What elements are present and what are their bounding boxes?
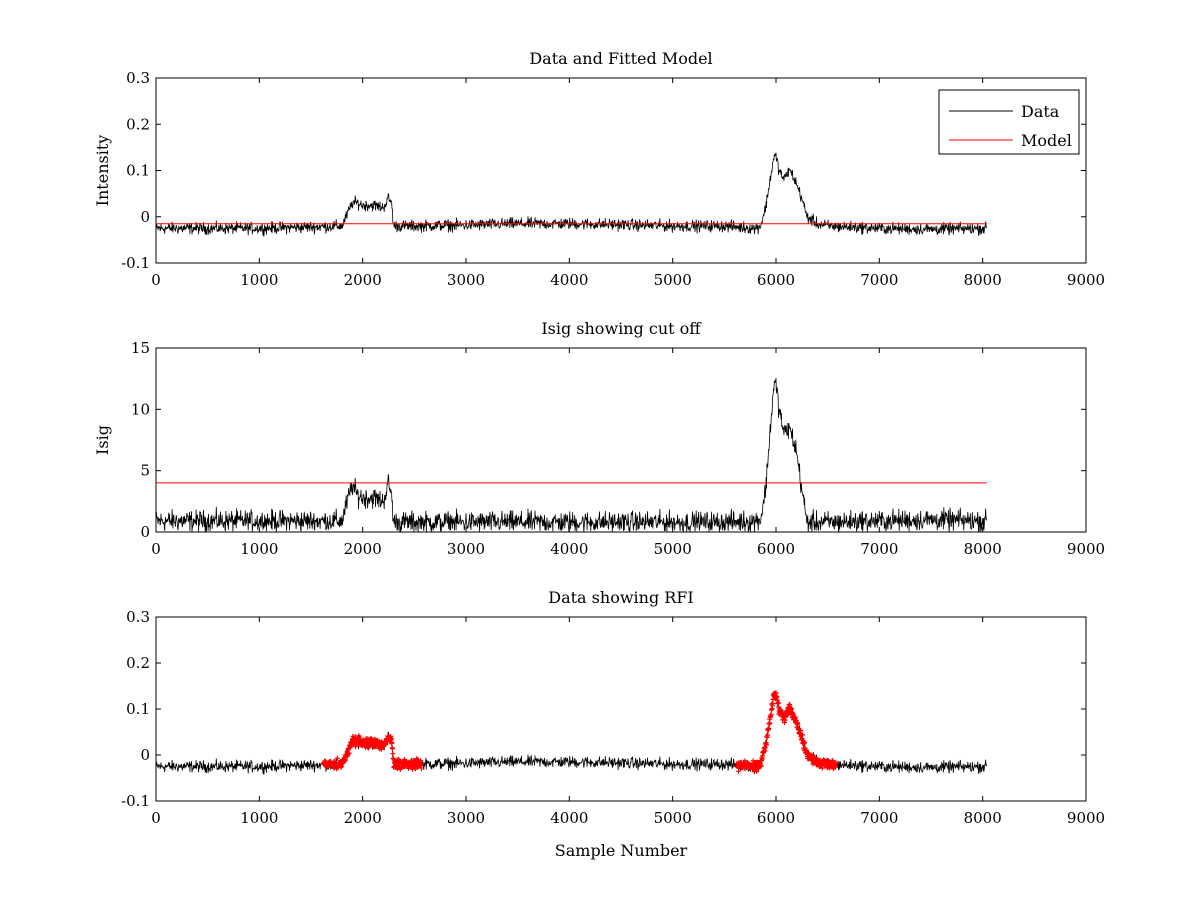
y-axis-label: Intensity [93,135,112,207]
x-tick-label: 6000 [757,540,795,558]
legend-label: Data [1021,102,1060,121]
x-tick-label: 9000 [1067,540,1105,558]
y-axis-label: Isig [93,425,112,455]
panel-3: Data showing RFI 0 1000 2000 3000 4000 5000 600… [121,588,1105,860]
x-tick-label: 2000 [344,809,382,827]
x-tick-label: 3000 [447,540,485,558]
y-tick-label: 0 [140,208,150,226]
chart-title: Isig showing cut off [541,319,702,338]
x-axis-label: Sample Number [555,841,688,860]
y-tick-label: 0 [140,746,150,764]
x-tick-label: 1000 [240,540,278,558]
x-tick-label: 5000 [654,271,692,289]
y-tick-label: 0.1 [126,700,150,718]
x-tick-label: 0 [151,271,161,289]
x-tick-label: 1000 [240,809,278,827]
y-tick-label: -0.1 [121,792,150,810]
x-tick-label: 4000 [550,271,588,289]
series-line-primary [156,691,988,775]
x-tick-label: 4000 [550,809,588,827]
chart-title: Data showing RFI [548,588,693,607]
y-tick-label: 0.2 [126,654,150,672]
x-tick-label: 9000 [1067,809,1105,827]
y-tick-label: 0.2 [126,115,150,133]
x-tick-label: 6000 [757,271,795,289]
x-tick-label: 8000 [964,540,1002,558]
series-line-primary [156,377,988,532]
axes-box [155,347,1087,533]
rfi-flagged-points [320,733,424,772]
y-tick-label: -0.1 [121,254,150,272]
y-tick-label: 0.3 [126,69,150,87]
x-tick-label: 7000 [860,809,898,827]
x-tick-label: 7000 [860,540,898,558]
panel-1: Data and Fitted Model 0 1000 2000 3000 4000 50… [93,49,1105,289]
x-tick-label: 5000 [654,540,692,558]
axes-box [155,77,1087,264]
y-tick-label: 15 [131,339,150,357]
x-tick-label: 7000 [860,271,898,289]
x-tick-label: 2000 [344,540,382,558]
x-tick-label: 3000 [447,271,485,289]
y-tick-label: 5 [140,462,150,480]
y-tick-label: 0.1 [126,162,150,180]
x-tick-label: 9000 [1067,271,1105,289]
legend: Data Model [938,89,1080,155]
x-tick-label: 4000 [550,540,588,558]
x-tick-label: 6000 [757,809,795,827]
x-tick-label: 0 [151,809,161,827]
x-tick-label: 2000 [344,271,382,289]
legend-label: Model [1021,131,1072,150]
axes-box [155,616,1087,802]
x-tick-label: 8000 [964,271,1002,289]
y-tick-label: 0.3 [126,608,150,626]
x-tick-label: 1000 [240,271,278,289]
y-tick-label: 10 [131,400,150,418]
x-tick-label: 3000 [447,809,485,827]
legend-box [938,89,1080,155]
chart-title: Data and Fitted Model [529,49,712,68]
x-tick-label: 0 [151,540,161,558]
x-tick-label: 8000 [964,809,1002,827]
y-tick-label: 0 [140,523,150,541]
rfi-flagged-points [734,690,839,775]
x-tick-label: 5000 [654,809,692,827]
panel-2: Isig showing cut off 0 1000 2000 3000 4000 500… [93,319,1105,558]
